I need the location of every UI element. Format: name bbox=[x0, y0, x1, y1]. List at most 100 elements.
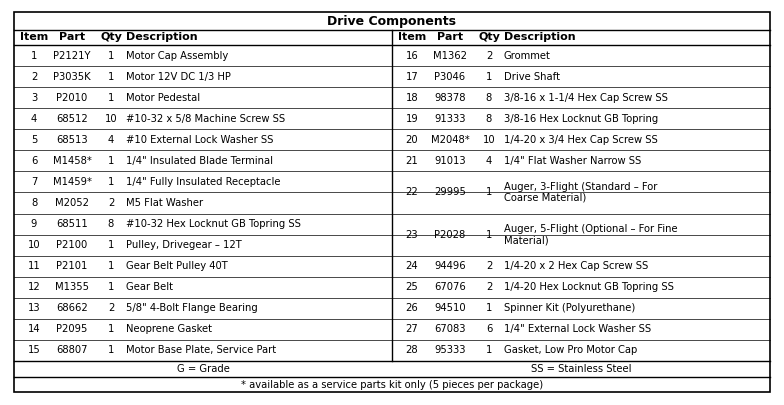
Text: 15: 15 bbox=[27, 345, 40, 356]
Text: Item: Item bbox=[397, 32, 426, 43]
Text: Qty: Qty bbox=[100, 32, 122, 43]
Text: 6: 6 bbox=[31, 156, 37, 166]
Text: 1/4" Flat Washer Narrow SS: 1/4" Flat Washer Narrow SS bbox=[504, 156, 641, 166]
Text: Motor Cap Assembly: Motor Cap Assembly bbox=[126, 51, 228, 60]
Text: 10: 10 bbox=[483, 135, 495, 145]
Text: 28: 28 bbox=[405, 345, 419, 356]
Text: 2: 2 bbox=[108, 303, 114, 313]
Text: #10 External Lock Washer SS: #10 External Lock Washer SS bbox=[126, 135, 274, 145]
Text: 6: 6 bbox=[486, 324, 492, 335]
Text: Auger, 5-Flight (Optional – For Fine: Auger, 5-Flight (Optional – For Fine bbox=[504, 224, 677, 234]
Text: Drive Shaft: Drive Shaft bbox=[504, 72, 560, 81]
Text: M1362: M1362 bbox=[433, 51, 467, 60]
Text: 1: 1 bbox=[486, 230, 492, 240]
Text: 1: 1 bbox=[108, 93, 114, 102]
Text: Gear Belt: Gear Belt bbox=[126, 282, 173, 292]
Text: 1/4" Insulated Blade Terminal: 1/4" Insulated Blade Terminal bbox=[126, 156, 273, 166]
Text: 1: 1 bbox=[108, 177, 114, 187]
Text: 10: 10 bbox=[105, 114, 118, 124]
Text: 10: 10 bbox=[27, 240, 40, 250]
Text: 3/8-16 Hex Locknut GB Topring: 3/8-16 Hex Locknut GB Topring bbox=[504, 114, 659, 124]
Text: 68512: 68512 bbox=[56, 114, 88, 124]
Text: M2052: M2052 bbox=[55, 198, 89, 208]
Text: 1: 1 bbox=[31, 51, 37, 60]
Text: Motor Base Plate, Service Part: Motor Base Plate, Service Part bbox=[126, 345, 276, 356]
Text: Part: Part bbox=[59, 32, 85, 43]
Text: 8: 8 bbox=[486, 114, 492, 124]
Text: 68513: 68513 bbox=[56, 135, 88, 145]
Text: 1: 1 bbox=[108, 261, 114, 271]
Text: 4: 4 bbox=[486, 156, 492, 166]
Text: G = Grade: G = Grade bbox=[176, 364, 230, 374]
Text: 5: 5 bbox=[31, 135, 37, 145]
Text: M1458*: M1458* bbox=[53, 156, 92, 166]
Text: Drive Components: Drive Components bbox=[328, 15, 456, 28]
Text: 26: 26 bbox=[405, 303, 419, 313]
Text: 68662: 68662 bbox=[56, 303, 88, 313]
Text: P2095: P2095 bbox=[56, 324, 88, 335]
Text: 19: 19 bbox=[405, 114, 419, 124]
Text: 1: 1 bbox=[108, 324, 114, 335]
Text: Gear Belt Pulley 40T: Gear Belt Pulley 40T bbox=[126, 261, 227, 271]
Text: 4: 4 bbox=[108, 135, 114, 145]
Text: 27: 27 bbox=[405, 324, 419, 335]
Text: 68511: 68511 bbox=[56, 219, 88, 229]
Text: 1: 1 bbox=[486, 345, 492, 356]
Text: 17: 17 bbox=[405, 72, 419, 81]
Text: #10-32 x 5/8 Machine Screw SS: #10-32 x 5/8 Machine Screw SS bbox=[126, 114, 285, 124]
Text: 1: 1 bbox=[486, 303, 492, 313]
Text: 1/4-20 x 2 Hex Cap Screw SS: 1/4-20 x 2 Hex Cap Screw SS bbox=[504, 261, 648, 271]
Text: 1: 1 bbox=[108, 72, 114, 81]
Text: Motor 12V DC 1/3 HP: Motor 12V DC 1/3 HP bbox=[126, 72, 230, 81]
Text: 8: 8 bbox=[486, 93, 492, 102]
Text: 1: 1 bbox=[108, 282, 114, 292]
Text: P2101: P2101 bbox=[56, 261, 88, 271]
Text: M5 Flat Washer: M5 Flat Washer bbox=[126, 198, 203, 208]
Text: 3/8-16 x 1-1/4 Hex Cap Screw SS: 3/8-16 x 1-1/4 Hex Cap Screw SS bbox=[504, 93, 668, 102]
Text: 24: 24 bbox=[405, 261, 419, 271]
Text: 1/4-20 Hex Locknut GB Topring SS: 1/4-20 Hex Locknut GB Topring SS bbox=[504, 282, 674, 292]
Text: * available as a service parts kit only (5 pieces per package): * available as a service parts kit only … bbox=[241, 379, 543, 390]
Text: Gasket, Low Pro Motor Cap: Gasket, Low Pro Motor Cap bbox=[504, 345, 637, 356]
Text: 91013: 91013 bbox=[434, 156, 466, 166]
Text: P3046: P3046 bbox=[434, 72, 466, 81]
Text: M1459*: M1459* bbox=[53, 177, 92, 187]
Text: 1: 1 bbox=[108, 51, 114, 60]
Text: 14: 14 bbox=[27, 324, 40, 335]
Text: P2121Y: P2121Y bbox=[53, 51, 91, 60]
Text: 1: 1 bbox=[108, 156, 114, 166]
Text: 1: 1 bbox=[108, 240, 114, 250]
Text: 29995: 29995 bbox=[434, 188, 466, 198]
Text: 23: 23 bbox=[405, 230, 419, 240]
Text: 8: 8 bbox=[31, 198, 37, 208]
Text: SS = Stainless Steel: SS = Stainless Steel bbox=[531, 364, 631, 374]
Text: 3: 3 bbox=[31, 93, 37, 102]
Text: 12: 12 bbox=[27, 282, 40, 292]
Text: Qty: Qty bbox=[478, 32, 500, 43]
Text: 1: 1 bbox=[486, 188, 492, 198]
Text: M2048*: M2048* bbox=[430, 135, 470, 145]
Text: 11: 11 bbox=[27, 261, 40, 271]
Text: 21: 21 bbox=[405, 156, 419, 166]
Text: Auger, 3-Flight (Standard – For: Auger, 3-Flight (Standard – For bbox=[504, 182, 657, 192]
Text: Description: Description bbox=[504, 32, 575, 43]
Text: Material): Material) bbox=[504, 235, 549, 245]
Text: 18: 18 bbox=[405, 93, 419, 102]
Text: 8: 8 bbox=[108, 219, 114, 229]
Text: 7: 7 bbox=[31, 177, 37, 187]
Text: 4: 4 bbox=[31, 114, 37, 124]
Text: 2: 2 bbox=[486, 51, 492, 60]
Text: P2010: P2010 bbox=[56, 93, 88, 102]
Text: 67083: 67083 bbox=[434, 324, 466, 335]
Text: Grommet: Grommet bbox=[504, 51, 551, 60]
Text: Description: Description bbox=[126, 32, 198, 43]
Text: 2: 2 bbox=[108, 198, 114, 208]
Text: Motor Pedestal: Motor Pedestal bbox=[126, 93, 200, 102]
Text: 2: 2 bbox=[486, 282, 492, 292]
Text: P3035K: P3035K bbox=[53, 72, 91, 81]
Text: 2: 2 bbox=[486, 261, 492, 271]
Text: Pulley, Drivegear – 12T: Pulley, Drivegear – 12T bbox=[126, 240, 241, 250]
Text: 5/8" 4-Bolt Flange Bearing: 5/8" 4-Bolt Flange Bearing bbox=[126, 303, 258, 313]
Text: 98378: 98378 bbox=[434, 93, 466, 102]
Text: 9: 9 bbox=[31, 219, 37, 229]
